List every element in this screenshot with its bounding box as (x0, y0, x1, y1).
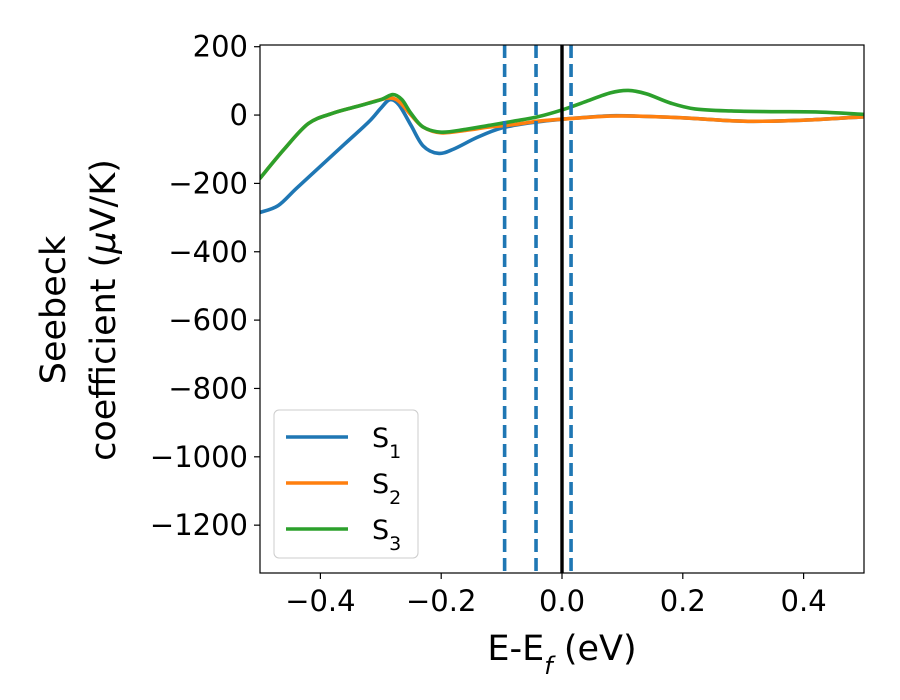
y-tick-label: 0 (230, 98, 248, 132)
y-axis-label-line2-post: V/K) (84, 159, 124, 231)
x-axis-label-tail: (eV) (553, 629, 637, 669)
legend-label-s2: S2 (372, 469, 401, 509)
y-axis-label-line1: Seebeck (34, 235, 74, 384)
series-line-s3 (260, 88, 864, 181)
series-lines-layer (260, 88, 864, 215)
axis-ticks-layer: −0.4 −0.2 0.0 0.2 0.4 200 0 −200 −400 −600 −800 −10… (150, 30, 827, 618)
legend-label-s1: S1 (372, 423, 401, 463)
x-tick-label: 0.0 (539, 584, 585, 618)
y-axis-label-line2-pre: coefficient ( (84, 254, 124, 461)
y-axis-label-mu: μ (84, 231, 124, 254)
reference-lines-layer (502, 45, 573, 573)
x-axis-label: E-Ef (eV) (487, 629, 636, 680)
svg-text:Seebeck: Seebeck (34, 235, 74, 384)
y-axis-label: Seebeck coefficient (μV/K) (34, 159, 124, 461)
x-axis-label-main: E-E (487, 629, 544, 669)
y-tick-label: −1000 (150, 440, 248, 474)
y-tick-label: −800 (168, 371, 248, 405)
y-tick-label: 200 (193, 30, 248, 64)
y-tick-label: −200 (168, 166, 248, 200)
x-tick-label: 0.2 (660, 584, 706, 618)
svg-text:coefficient (μV/K): coefficient (μV/K) (84, 159, 124, 461)
y-tick-label: −600 (168, 303, 248, 337)
x-tick-label: −0.2 (406, 584, 476, 618)
y-tick-label: −1200 (150, 508, 248, 542)
x-tick-label: −0.4 (285, 584, 355, 618)
legend-items: S1 S2 S3 (286, 423, 401, 555)
legend: S1 S2 S3 (273, 409, 419, 559)
y-tick-label: −400 (168, 235, 248, 269)
legend-label-s3: S3 (372, 515, 401, 555)
x-tick-label: 0.4 (781, 584, 827, 618)
